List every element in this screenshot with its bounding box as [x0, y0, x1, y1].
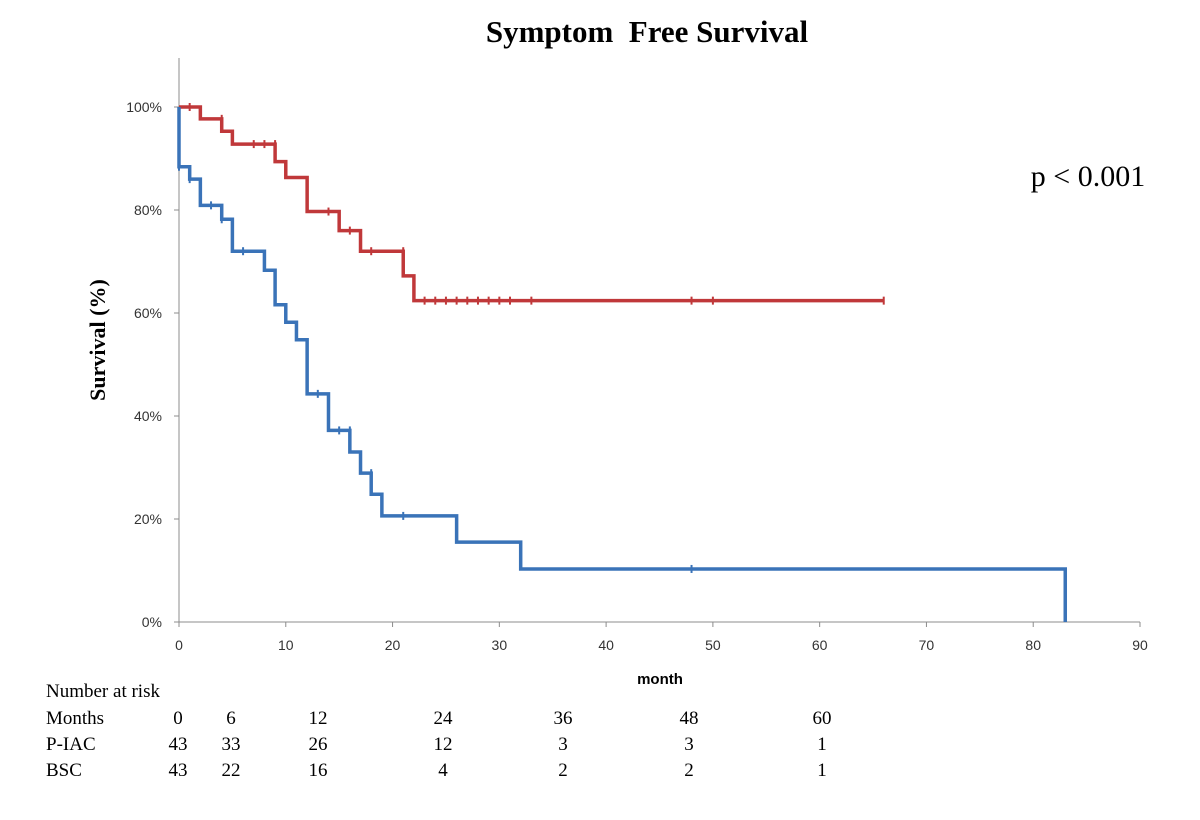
risk-table: Number at risk Months 0 6 12 24 36 48 60P-IAC 43… — [46, 681, 832, 781]
risk-cell: 24 — [434, 708, 454, 729]
risk-cell: 12 — [309, 708, 328, 729]
risk-cell: 0 — [173, 708, 183, 729]
x-tick-label: 50 — [705, 637, 721, 653]
axes: 0% 20% 40% 60% 80% 100% 0 10 20 30 40 50 60 70 80 90 — [126, 58, 1148, 653]
risk-row-label: BSC — [46, 760, 82, 781]
y-tick-label: 80% — [134, 202, 162, 218]
risk-cell: 43 — [169, 734, 188, 755]
risk-cell: 22 — [222, 760, 241, 781]
risk-row-label: P-IAC — [46, 734, 96, 755]
y-axis-label: Survival (%) — [85, 279, 110, 401]
y-tick-label: 40% — [134, 408, 162, 424]
x-tick-label: 70 — [919, 637, 935, 653]
y-tick-label: 0% — [142, 614, 162, 630]
risk-cell: 3 — [558, 734, 568, 755]
x-axis-label: month — [637, 671, 683, 688]
risk-cell: 60 — [813, 708, 832, 729]
y-tick-label: 20% — [134, 511, 162, 527]
x-tick-label: 90 — [1132, 637, 1148, 653]
risk-cell: 43 — [169, 760, 188, 781]
x-tick-label: 60 — [812, 637, 828, 653]
risk-table-heading: Number at risk — [46, 681, 160, 702]
x-tick-label: 0 — [175, 637, 183, 653]
x-tick-label: 40 — [598, 637, 614, 653]
risk-cell: 33 — [222, 734, 241, 755]
x-tick-label: 30 — [492, 637, 508, 653]
x-tick-label: 80 — [1025, 637, 1041, 653]
x-tick-label: 10 — [278, 637, 294, 653]
p-value-annotation: p < 0.001 — [1031, 160, 1145, 193]
y-tick-label: 60% — [134, 305, 162, 321]
chart-title: Symptom Free Survival — [486, 14, 809, 49]
x-tick-label: 20 — [385, 637, 401, 653]
risk-cell: 26 — [309, 734, 328, 755]
y-tick-label: 100% — [126, 99, 162, 115]
risk-cell: 12 — [434, 734, 453, 755]
series-line-bsc — [177, 107, 1068, 622]
risk-cell: 48 — [680, 708, 699, 729]
risk-cell: 1 — [817, 734, 827, 755]
risk-cell: 6 — [226, 708, 236, 729]
risk-cell: 4 — [438, 760, 448, 781]
series-line-p-iac — [179, 105, 884, 303]
risk-cell: 2 — [558, 760, 568, 781]
risk-cell: 1 — [817, 760, 827, 781]
series-layer — [177, 103, 1068, 622]
risk-cell: 16 — [309, 760, 328, 781]
risk-cell: 2 — [684, 760, 694, 781]
risk-row-label: Months — [46, 708, 104, 729]
risk-cell: 36 — [554, 708, 573, 729]
risk-cell: 3 — [684, 734, 694, 755]
